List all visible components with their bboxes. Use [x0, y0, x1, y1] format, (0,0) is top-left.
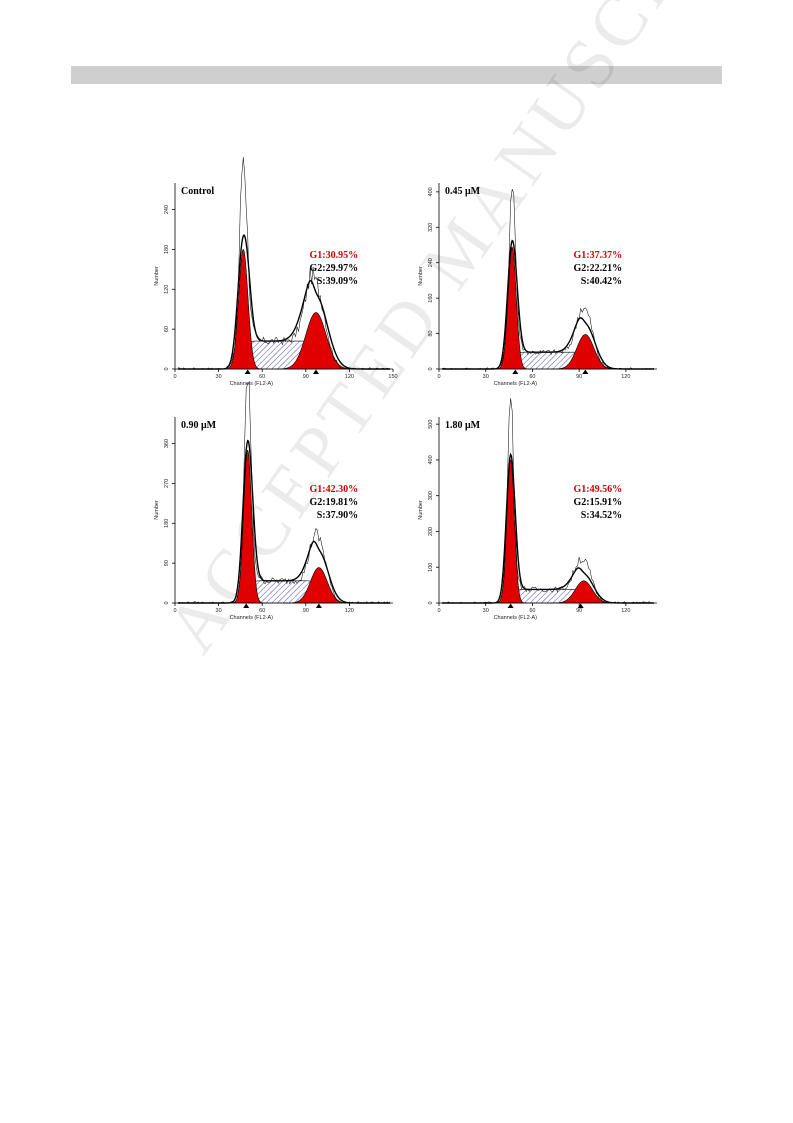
peak-marker: [312, 369, 319, 374]
y-tick-label: 180: [164, 245, 170, 254]
y-tick-label: 360: [164, 439, 170, 448]
x-axis-title: Channels (FL2-A): [230, 615, 274, 621]
y-tick-label: 0: [164, 367, 170, 370]
x-tick-label: 150: [388, 374, 397, 380]
x-tick-label: 120: [345, 374, 354, 380]
x-tick-label: 30: [216, 608, 222, 614]
header-bar: [71, 66, 722, 84]
y-axis-title: Number: [154, 266, 160, 286]
g1-percentage: G1:49.56%: [574, 484, 623, 495]
g2-percentage: G2:19.81%: [310, 497, 359, 508]
x-tick-label: 90: [303, 608, 309, 614]
peak-marker: [577, 603, 584, 608]
g1-percentage: G1:37.37%: [574, 250, 623, 261]
x-axis-title: Channels (FL2-A): [230, 381, 274, 387]
panel-title: 0.90 μM: [181, 420, 217, 431]
histogram-0-90um: 0 30 60 90 120 0 90 180 270 360 Channels (FL2-A) Nu…: [154, 381, 393, 621]
x-tick-label: 30: [483, 608, 489, 614]
y-tick-label: 320: [428, 223, 434, 232]
x-tick-label: 60: [259, 608, 265, 614]
g1-peak: [493, 246, 531, 370]
g1-percentage: G1:30.95%: [310, 250, 359, 261]
y-tick-label: 80: [428, 331, 434, 337]
peak-marker: [582, 369, 589, 374]
y-axis-title: Number: [418, 500, 424, 520]
g2-peak: [274, 312, 358, 370]
y-tick-label: 400: [428, 455, 434, 464]
y-tick-label: 90: [164, 560, 170, 566]
x-tick-label: 60: [529, 608, 535, 614]
x-tick-label: 0: [437, 374, 440, 380]
g2-peak: [549, 580, 619, 604]
y-tick-label: 100: [428, 563, 434, 572]
g1-percentage: G1:42.30%: [310, 484, 359, 495]
raw-histogram-line: [177, 381, 391, 604]
x-tick-label: 0: [173, 608, 176, 614]
y-tick-label: 500: [428, 420, 434, 429]
y-tick-label: 180: [164, 519, 170, 528]
g2-percentage: G2:29.97%: [310, 263, 359, 274]
g1-peak: [228, 449, 266, 604]
peak-marker: [243, 603, 250, 608]
y-tick-label: 160: [428, 294, 434, 303]
y-tick-label: 0: [428, 367, 434, 370]
x-tick-label: 30: [216, 374, 222, 380]
panel-title: Control: [181, 186, 214, 197]
g2-peak: [550, 334, 620, 370]
model-fit-curve: [177, 439, 391, 604]
panel-title: 0.45 μM: [445, 186, 481, 197]
g1-peak: [493, 459, 528, 604]
x-axis-title: Channels (FL2-A): [494, 615, 538, 621]
peak-marker: [244, 369, 251, 374]
x-tick-label: 90: [576, 608, 582, 614]
g2-percentage: G2:22.21%: [574, 263, 623, 274]
y-tick-label: 0: [428, 601, 434, 604]
histogram-0-45um: 0 30 60 90 120 0 80 160 240 320 400 Channels (FL2-A…: [418, 183, 657, 387]
peak-marker: [512, 369, 519, 374]
y-tick-label: 60: [164, 326, 170, 332]
x-tick-label: 30: [483, 374, 489, 380]
x-tick-label: 0: [173, 374, 176, 380]
s-percentage: S:40.42%: [581, 276, 622, 287]
s-percentage: S:34.52%: [581, 510, 622, 521]
model-fit-curve: [442, 452, 654, 604]
x-tick-label: 90: [576, 374, 582, 380]
x-tick-label: 60: [259, 374, 265, 380]
x-tick-label: 0: [437, 608, 440, 614]
x-tick-label: 60: [529, 374, 535, 380]
y-tick-label: 120: [164, 285, 170, 294]
x-tick-label: 90: [303, 374, 309, 380]
x-axis-title: Channels (FL2-A): [494, 381, 538, 387]
g1-peak: [222, 249, 265, 370]
y-tick-label: 0: [164, 601, 170, 604]
peak-marker: [507, 603, 514, 608]
histogram-1-80um: 0 30 60 90 120 0 100 200 300 400 500 Channels (FL2-…: [418, 398, 657, 621]
peak-marker: [315, 603, 322, 608]
y-tick-label: 240: [428, 258, 434, 267]
x-tick-label: 120: [621, 374, 630, 380]
s-percentage: S:39.09%: [317, 276, 358, 287]
y-axis-title: Number: [154, 500, 160, 520]
histogram-control: 0 30 60 90 120 150 0 60 120 180 240 Channels (FL2-A…: [154, 157, 398, 387]
y-tick-label: 240: [164, 205, 170, 214]
g2-percentage: G2:15.91%: [574, 497, 623, 508]
y-tick-label: 400: [428, 187, 434, 196]
y-tick-label: 200: [428, 527, 434, 536]
panel-title: 1.80 μM: [445, 420, 481, 431]
y-tick-label: 270: [164, 479, 170, 488]
x-tick-label: 120: [345, 608, 354, 614]
y-axis-title: Number: [418, 266, 424, 286]
y-tick-label: 300: [428, 491, 434, 500]
s-percentage: S:37.90%: [317, 510, 358, 521]
x-tick-label: 120: [621, 608, 630, 614]
